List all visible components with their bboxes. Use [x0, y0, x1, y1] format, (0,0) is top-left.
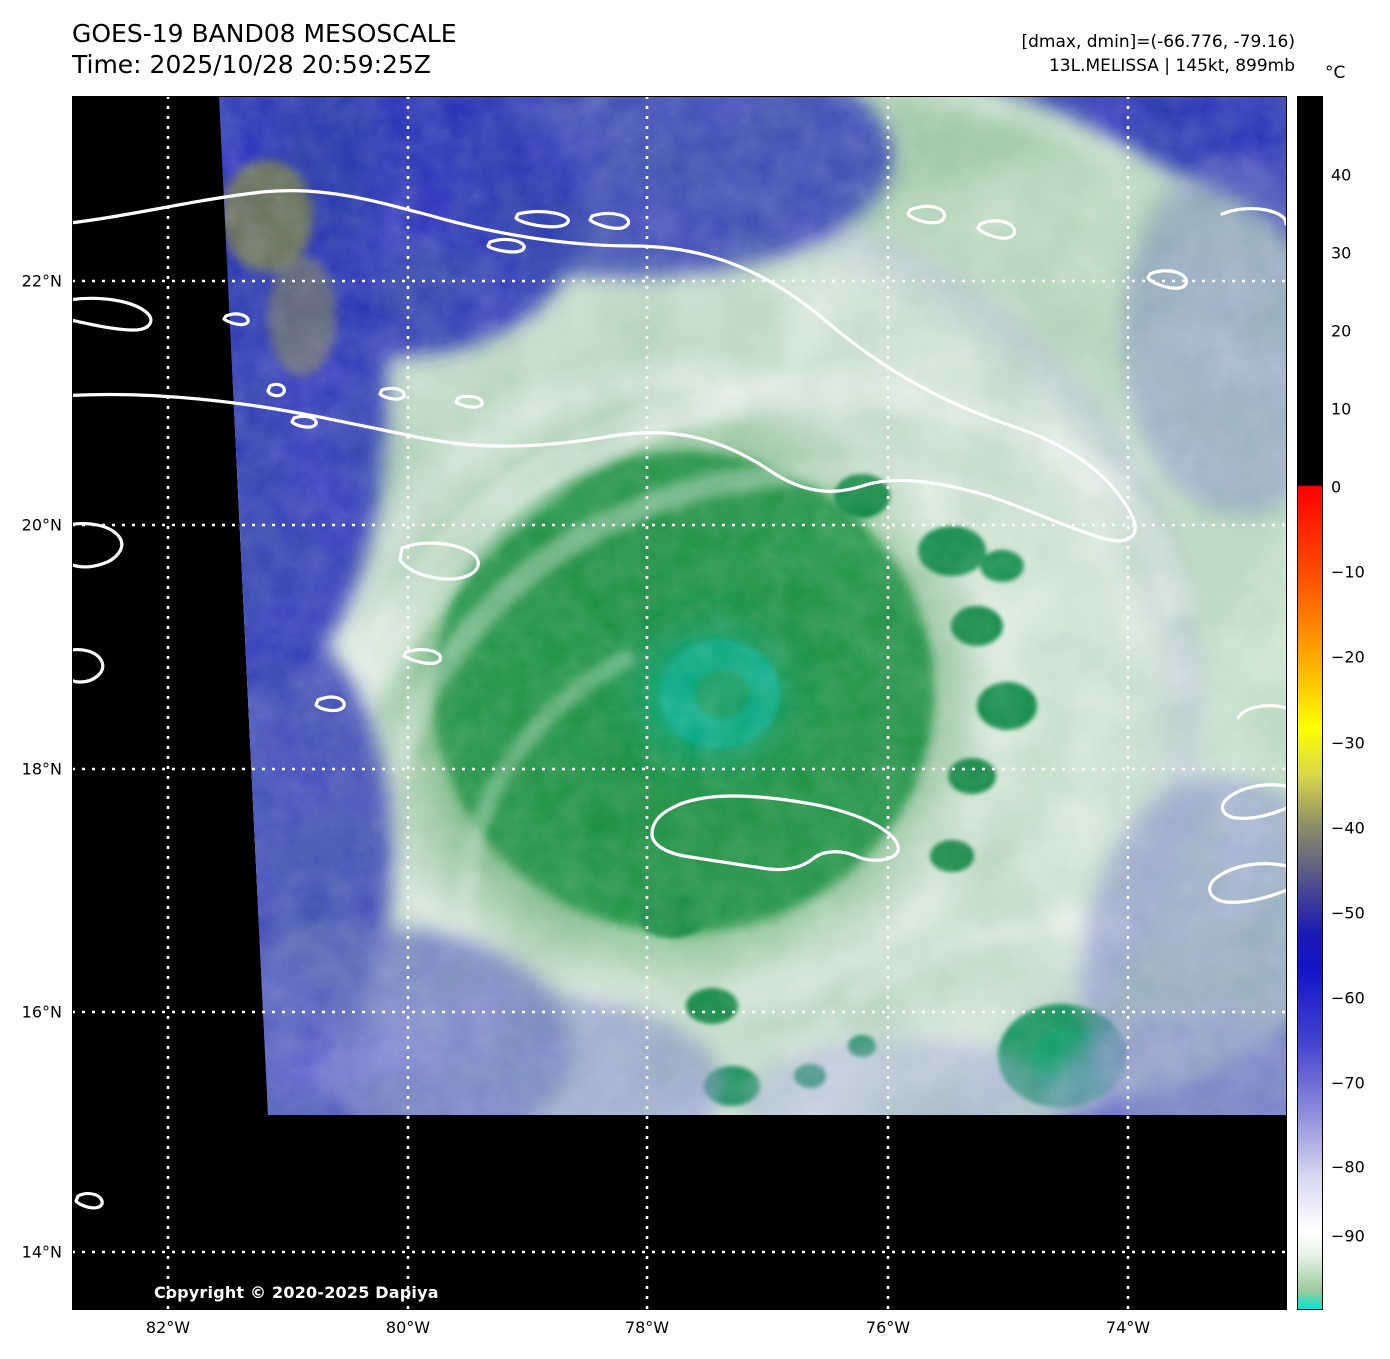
x-tick-label: 82°W	[145, 1318, 191, 1337]
colorbar-tick-label: 30	[1331, 243, 1352, 263]
colorbar-gradient	[1298, 97, 1322, 1309]
colorbar-tick-label: 0	[1331, 477, 1342, 497]
graticule	[72, 96, 1287, 1310]
data-range-label: [dmax, dmin]=(-66.776, -79.16)	[1021, 32, 1296, 52]
colorbar-tick-label: −40	[1331, 818, 1365, 838]
colorbar-tick-label: −50	[1331, 903, 1365, 923]
colorbar-tick-label: 10	[1331, 399, 1352, 419]
colorbar-tick-label: −10	[1331, 562, 1365, 582]
y-tick-label: 18°N	[21, 759, 62, 779]
x-tick-label: 76°W	[865, 1318, 911, 1337]
colorbar-tick-label: 20	[1331, 321, 1352, 341]
temperature-colorbar[interactable]	[1297, 96, 1323, 1310]
y-tick-label: 16°N	[21, 1002, 62, 1022]
y-tick-label: 20°N	[21, 515, 62, 535]
colorbar-unit-label: °C	[1325, 63, 1346, 83]
colorbar-tick-label: −80	[1331, 1157, 1365, 1177]
colorbar-tick-label: −30	[1331, 733, 1365, 753]
header-title-block: GOES-19 BAND08 MESOSCALE Time: 2025/10/2…	[72, 18, 457, 80]
x-tick-label: 74°W	[1105, 1318, 1151, 1337]
brightness-temperature-field	[219, 96, 1287, 1115]
colorbar-tick-label: −90	[1331, 1226, 1365, 1246]
satellite-imagery-canvas	[72, 96, 1287, 1310]
x-tick-label: 80°W	[385, 1318, 431, 1337]
page-title: GOES-19 BAND08 MESOSCALE	[72, 19, 457, 48]
colorbar-tick-label: −70	[1331, 1073, 1365, 1093]
x-tick-label: 78°W	[624, 1318, 670, 1337]
timestamp-label: Time: 2025/10/28 20:59:25Z	[72, 50, 431, 79]
y-tick-label: 14°N	[21, 1242, 62, 1262]
header-meta-block: [dmax, dmin]=(-66.776, -79.16) 13L.MELIS…	[1022, 30, 1296, 78]
copyright-label: Copyright © 2020-2025 Dapiya	[154, 1283, 439, 1302]
colorbar-tick-label: −20	[1331, 647, 1365, 667]
satellite-plot-area[interactable]: Copyright © 2020-2025 Dapiya	[72, 96, 1287, 1310]
storm-info-label: 13L.MELISSA | 145kt, 899mb	[1048, 56, 1295, 76]
colorbar-tick-label: −60	[1331, 988, 1365, 1008]
y-tick-label: 22°N	[21, 271, 62, 291]
colorbar-tick-label: 40	[1331, 165, 1352, 185]
